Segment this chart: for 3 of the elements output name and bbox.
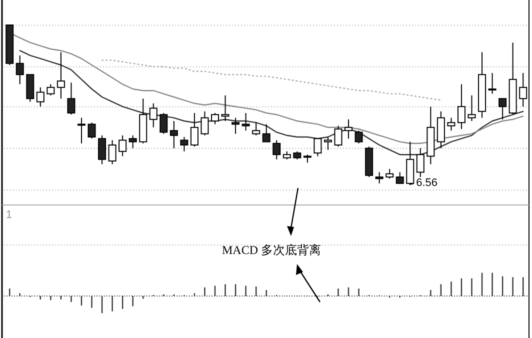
- text: 1: [6, 209, 12, 221]
- annotation: 6.56: [416, 177, 438, 189]
- text: MACD 多次底背离: [222, 243, 322, 257]
